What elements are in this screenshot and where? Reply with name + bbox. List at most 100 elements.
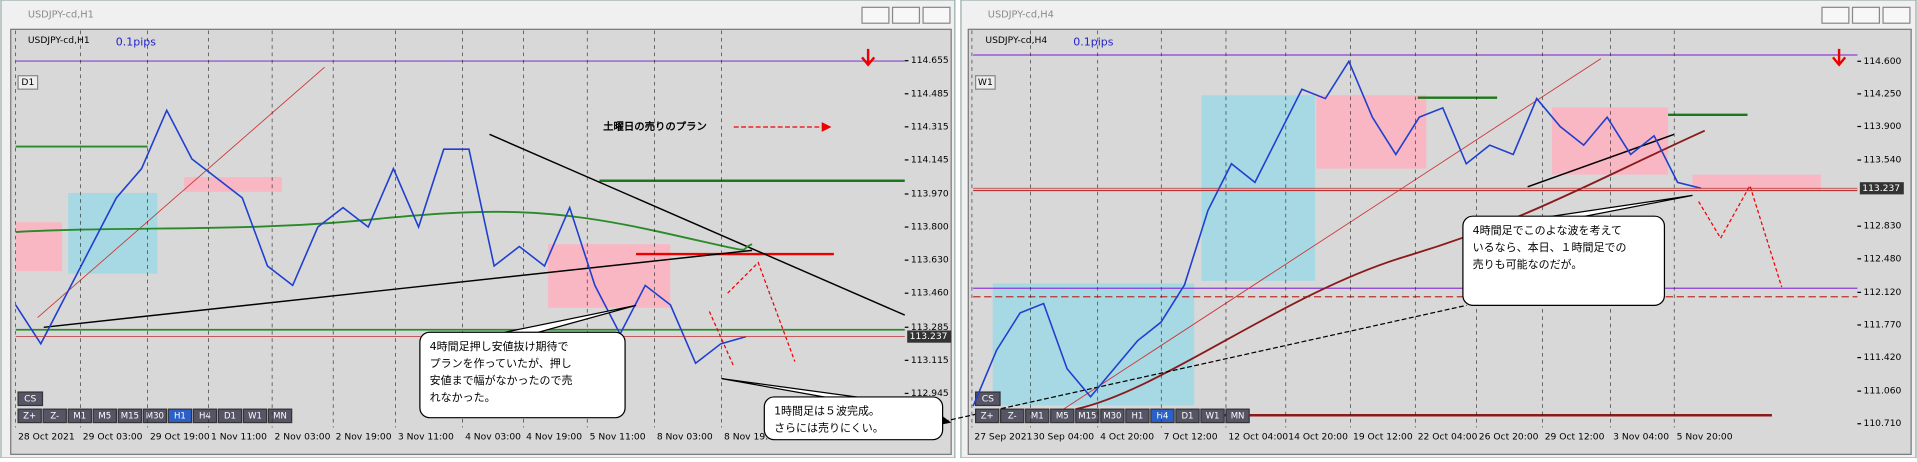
x-tick-label: 4 Oct 20:00 xyxy=(1100,432,1154,443)
trend-line xyxy=(489,133,906,316)
price-line xyxy=(972,59,1702,407)
plan-arrow xyxy=(708,261,796,367)
period-button[interactable] xyxy=(242,408,268,424)
period-button-label: M15 xyxy=(1078,411,1096,421)
y-tick-label: 112.120 xyxy=(1864,287,1902,298)
period-button-label: D1 xyxy=(224,411,236,421)
period-button[interactable] xyxy=(142,408,168,424)
x-tick-label: 3 Nov 11:00 xyxy=(398,432,454,443)
period-button[interactable] xyxy=(167,408,193,424)
x-tick-label: 26 Oct 20:00 xyxy=(1479,432,1539,443)
period-button[interactable] xyxy=(1225,408,1250,424)
period-button[interactable] xyxy=(1075,408,1100,424)
period-button[interactable] xyxy=(267,408,293,424)
moving-average xyxy=(1075,129,1706,411)
period-button[interactable] xyxy=(92,408,118,424)
x-tick-label: 22 Oct 04:00 xyxy=(1418,432,1478,443)
cs-button-label: CS xyxy=(24,393,36,404)
y-tick-label: 113.800 xyxy=(911,222,949,233)
period-button[interactable] xyxy=(117,408,143,424)
callout-tail xyxy=(721,378,875,400)
period-button-label: Z+ xyxy=(981,411,994,421)
period-button[interactable] xyxy=(17,408,42,424)
x-tick-label: 1 Nov 11:00 xyxy=(211,432,267,443)
down-arrow xyxy=(861,48,876,67)
x-tick-label: 27 Sep 2021 xyxy=(974,432,1032,443)
period-button[interactable] xyxy=(1175,408,1200,424)
callout-text: 4時間足でこのよな波を考えて xyxy=(1473,224,1622,237)
trend-line xyxy=(1527,133,1675,188)
trend-line xyxy=(43,249,753,329)
period-button[interactable] xyxy=(1125,408,1150,424)
window-title: USDJPY-cd,H4 xyxy=(988,10,1054,21)
y-tick-label: 113.115 xyxy=(911,355,949,366)
period-button[interactable] xyxy=(217,408,243,424)
period-button-label: W1 xyxy=(1206,411,1220,421)
down-arrow xyxy=(1832,48,1847,67)
x-tick-label: 4 Nov 03:00 xyxy=(465,432,521,443)
y-tick-label: 114.315 xyxy=(911,121,949,132)
current-price-tag xyxy=(907,330,952,343)
period-button[interactable] xyxy=(1200,408,1225,424)
x-tick-label: 8 Nov 19:00 xyxy=(724,432,780,443)
period-button[interactable] xyxy=(67,408,92,424)
y-tick-label: 111.420 xyxy=(1864,352,1902,363)
window-min-button[interactable] xyxy=(1821,6,1850,24)
y-tick-label: 113.460 xyxy=(911,288,949,299)
y-tick-label: 114.485 xyxy=(911,88,949,99)
y-tick-label: 111.060 xyxy=(1864,386,1902,397)
y-tick-label: 114.250 xyxy=(1864,88,1902,99)
timeframe-button-label: D1 xyxy=(21,77,34,88)
window-min-button[interactable] xyxy=(861,6,890,24)
pips-label: 0.1pips xyxy=(1073,36,1113,49)
current-price-label: 113.237 xyxy=(1862,183,1900,194)
y-tick-label: 112.830 xyxy=(1864,221,1902,232)
callout-box xyxy=(1462,215,1666,306)
callout-text: 1時間足は５波完成。 xyxy=(774,404,880,418)
x-tick-label: 29 Oct 19:00 xyxy=(150,432,210,443)
window-close-button[interactable] xyxy=(922,6,951,24)
x-tick-label: 14 Oct 20:00 xyxy=(1288,432,1348,443)
symbol-label: USDJPY-cd,H1 xyxy=(28,35,90,46)
period-button[interactable] xyxy=(1050,408,1075,424)
dynamic-layer: USDJPY-cd,H1 USDJPY-cd,H1 0.1pips D1 CS Z+ Z- M… xyxy=(14,6,1911,443)
arrow-head xyxy=(821,122,832,132)
x-tick-label: 28 Oct 2021 xyxy=(18,432,75,443)
x-tick-label: 2 Nov 19:00 xyxy=(336,432,392,443)
period-button-label: H1 xyxy=(1132,411,1144,421)
window-title: USDJPY-cd,H1 xyxy=(28,10,94,21)
period-button[interactable] xyxy=(974,408,1000,424)
period-button[interactable] xyxy=(1000,408,1025,424)
period-button[interactable] xyxy=(1025,408,1050,424)
zone xyxy=(992,283,1195,406)
period-button-label: H1 xyxy=(174,411,186,421)
window-max-button[interactable] xyxy=(1851,6,1880,24)
timeframe-button[interactable] xyxy=(17,75,39,90)
timeframe-button[interactable] xyxy=(974,75,996,90)
period-button-label: H4 xyxy=(199,411,211,421)
x-tick-label: 7 Oct 12:00 xyxy=(1164,432,1218,443)
period-button[interactable] xyxy=(42,408,67,424)
y-tick-label: 114.600 xyxy=(1864,56,1902,67)
moving-average xyxy=(15,210,753,251)
x-tick-label: 29 Oct 03:00 xyxy=(83,432,143,443)
zone xyxy=(1316,95,1427,169)
cs-button-label: CS xyxy=(982,393,994,404)
x-tick-label: 19 Oct 12:00 xyxy=(1353,432,1413,443)
timeframe-button-label: W1 xyxy=(978,77,993,88)
period-button[interactable] xyxy=(1150,408,1175,424)
symbol-label: USDJPY-cd,H4 xyxy=(985,35,1047,46)
window-max-button[interactable] xyxy=(891,6,921,24)
window-close-button[interactable] xyxy=(1882,6,1911,24)
callout-text: れなかった。 xyxy=(430,391,496,404)
period-button[interactable] xyxy=(192,408,218,424)
trend-line xyxy=(1063,58,1602,410)
period-button-label: H4 xyxy=(1157,411,1169,421)
cs-button[interactable] xyxy=(17,391,44,407)
y-tick-label: 113.285 xyxy=(911,322,949,333)
trend-line xyxy=(37,66,325,318)
x-tick-label: 30 Sep 04:00 xyxy=(1033,432,1094,443)
zone xyxy=(184,177,282,192)
period-button[interactable] xyxy=(1100,408,1125,424)
y-tick-label: 113.630 xyxy=(911,255,949,266)
